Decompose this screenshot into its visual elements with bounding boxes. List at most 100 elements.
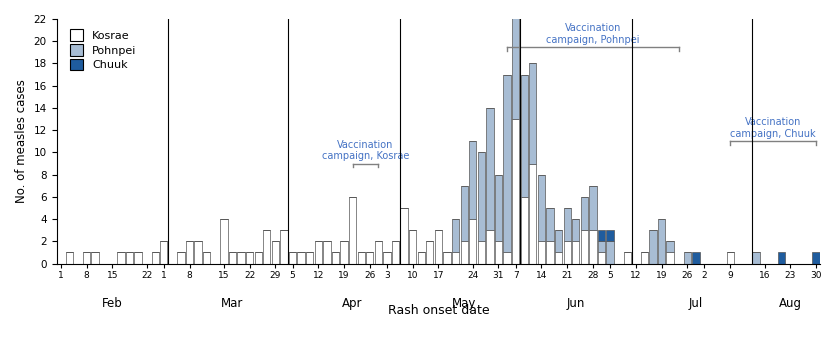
Bar: [91, 252, 99, 264]
Bar: [692, 252, 700, 264]
Bar: [375, 241, 382, 264]
Text: Vaccination
campaign, Kosrae: Vaccination campaign, Kosrae: [322, 140, 409, 161]
Bar: [452, 219, 459, 252]
Bar: [572, 219, 579, 241]
Bar: [332, 252, 339, 264]
Bar: [220, 219, 228, 264]
Bar: [452, 252, 459, 264]
Bar: [478, 241, 485, 264]
Bar: [401, 208, 408, 264]
Bar: [538, 175, 545, 241]
Bar: [409, 230, 416, 264]
Bar: [581, 197, 588, 230]
Text: May: May: [452, 297, 476, 310]
Bar: [366, 252, 374, 264]
Bar: [178, 252, 184, 264]
Legend: Kosrae, Pohnpei, Chuuk: Kosrae, Pohnpei, Chuuk: [70, 29, 137, 70]
Bar: [314, 241, 322, 264]
Bar: [126, 252, 133, 264]
Bar: [461, 241, 468, 264]
Bar: [504, 75, 510, 252]
Bar: [597, 252, 605, 264]
Bar: [237, 252, 245, 264]
Bar: [358, 252, 365, 264]
Bar: [520, 75, 528, 197]
Bar: [323, 241, 330, 264]
Bar: [349, 197, 356, 264]
Bar: [289, 252, 296, 264]
Bar: [555, 230, 562, 252]
Bar: [727, 252, 734, 264]
Bar: [572, 241, 579, 264]
Bar: [134, 252, 142, 264]
Bar: [117, 252, 125, 264]
Bar: [666, 241, 674, 252]
Bar: [555, 252, 562, 264]
Bar: [581, 230, 588, 264]
Bar: [546, 208, 554, 241]
Bar: [417, 252, 425, 264]
Bar: [649, 230, 657, 264]
Bar: [607, 230, 613, 241]
Bar: [435, 230, 442, 264]
Bar: [469, 141, 476, 219]
Bar: [486, 108, 494, 230]
Bar: [246, 252, 253, 264]
Bar: [589, 186, 597, 230]
Bar: [280, 230, 287, 264]
Bar: [529, 163, 536, 264]
Bar: [263, 230, 271, 264]
Bar: [443, 252, 451, 264]
Bar: [297, 252, 305, 264]
X-axis label: Rash onset date: Rash onset date: [388, 304, 489, 317]
Bar: [512, 119, 520, 264]
Text: Jul: Jul: [689, 297, 703, 310]
Text: Aug: Aug: [779, 297, 802, 310]
Bar: [529, 63, 536, 163]
Bar: [255, 252, 261, 264]
Bar: [392, 241, 399, 264]
Bar: [461, 186, 468, 241]
Text: Vaccination
campaign, Pohnpei: Vaccination campaign, Pohnpei: [546, 23, 639, 44]
Bar: [597, 230, 605, 241]
Bar: [383, 252, 391, 264]
Bar: [563, 241, 571, 264]
Bar: [684, 252, 691, 264]
Text: Vaccination
campaign, Chuuk: Vaccination campaign, Chuuk: [730, 118, 816, 139]
Bar: [589, 230, 597, 264]
Bar: [597, 241, 605, 252]
Bar: [83, 252, 91, 264]
Bar: [306, 252, 313, 264]
Bar: [495, 175, 502, 241]
Bar: [469, 219, 476, 264]
Bar: [623, 252, 631, 264]
Bar: [495, 241, 502, 264]
Bar: [812, 252, 820, 264]
Bar: [658, 219, 665, 264]
Bar: [546, 241, 554, 264]
Bar: [607, 241, 613, 264]
Bar: [65, 252, 73, 264]
Bar: [427, 241, 433, 264]
Bar: [486, 230, 494, 264]
Bar: [340, 241, 348, 264]
Bar: [520, 197, 528, 264]
Text: Jun: Jun: [566, 297, 585, 310]
Bar: [778, 252, 785, 264]
Bar: [538, 241, 545, 264]
Bar: [203, 252, 210, 264]
Bar: [504, 252, 510, 264]
Bar: [186, 241, 194, 264]
Bar: [272, 241, 279, 264]
Bar: [641, 252, 648, 264]
Bar: [152, 252, 159, 264]
Bar: [512, 0, 520, 119]
Text: Mar: Mar: [221, 297, 244, 310]
Bar: [478, 152, 485, 241]
Y-axis label: No. of measles cases: No. of measles cases: [15, 79, 28, 203]
Bar: [160, 241, 168, 264]
Bar: [666, 252, 674, 264]
Bar: [194, 241, 202, 264]
Bar: [753, 252, 759, 264]
Bar: [563, 208, 571, 241]
